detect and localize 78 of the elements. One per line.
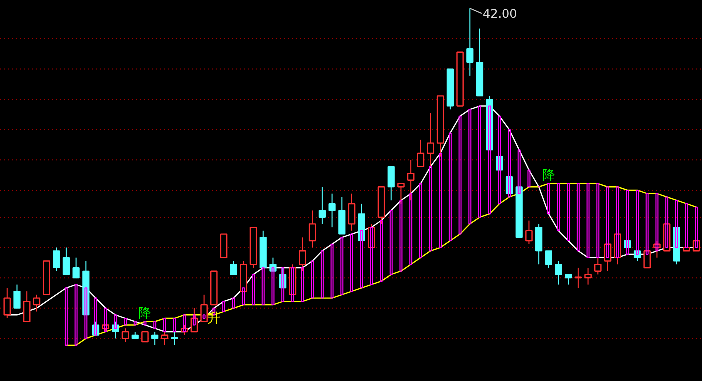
bar (508, 129, 512, 198)
candlestick (23, 291, 31, 322)
candlestick (338, 196, 346, 235)
candlestick (594, 257, 602, 276)
bar (252, 274, 256, 306)
bar (646, 193, 649, 255)
bar (380, 220, 384, 282)
candlestick (417, 139, 425, 168)
bar (518, 150, 521, 194)
candlestick (72, 257, 80, 279)
candlestick (33, 294, 41, 312)
candlestick (328, 193, 336, 228)
bar (478, 106, 482, 218)
candlestick (230, 260, 238, 276)
bar (547, 183, 550, 215)
bar (410, 193, 413, 266)
candlestick (14, 284, 21, 309)
bar (390, 210, 393, 276)
bar (340, 237, 344, 296)
bar (64, 288, 68, 346)
candlestick (62, 247, 70, 276)
candlestick (122, 328, 130, 343)
candlestick (466, 8, 474, 76)
candlestick (526, 220, 533, 245)
annotation: 42.00 (482, 7, 518, 22)
candlestick (388, 166, 395, 202)
bar (222, 301, 226, 312)
candlestick (152, 331, 159, 346)
bar (232, 298, 236, 309)
bar (685, 203, 688, 248)
bar (448, 132, 452, 242)
bar (567, 183, 570, 242)
bar (429, 166, 432, 252)
bar (439, 152, 442, 248)
bar (124, 318, 128, 326)
bar (144, 321, 147, 326)
candlestick (308, 210, 316, 248)
candlestick (584, 267, 592, 286)
candlestick (142, 331, 149, 343)
annotation: 降 (138, 306, 152, 322)
candlestick (536, 224, 543, 266)
candlestick (644, 250, 652, 269)
candlestick (545, 250, 552, 268)
candlestick (398, 183, 405, 204)
bar (173, 318, 176, 332)
bar (626, 190, 630, 255)
bar (74, 284, 78, 346)
bar (400, 200, 403, 272)
candlestick (53, 247, 60, 272)
candlestick (555, 260, 562, 286)
annotation: 升 (208, 312, 221, 327)
bar (320, 250, 324, 299)
bar (666, 196, 669, 248)
bar (498, 116, 502, 204)
candlestick (4, 288, 12, 320)
bar (202, 314, 206, 320)
candlestick (220, 234, 228, 258)
bar (311, 260, 314, 299)
bar (163, 318, 166, 332)
candlestick (200, 294, 208, 322)
bar (350, 234, 354, 292)
bar (154, 321, 157, 330)
bar (528, 170, 531, 188)
bar (301, 267, 304, 302)
candlestick (565, 274, 572, 286)
candlestick (348, 193, 356, 232)
bar (330, 244, 334, 299)
bar (695, 206, 698, 248)
bar (576, 183, 580, 252)
candlestick (318, 186, 326, 225)
bar (586, 183, 590, 258)
bar (458, 116, 462, 235)
bar (134, 321, 137, 326)
bar (557, 183, 560, 232)
bar (468, 109, 472, 225)
bar (419, 183, 422, 258)
bar (596, 183, 600, 258)
annotation: 降 (542, 168, 556, 184)
